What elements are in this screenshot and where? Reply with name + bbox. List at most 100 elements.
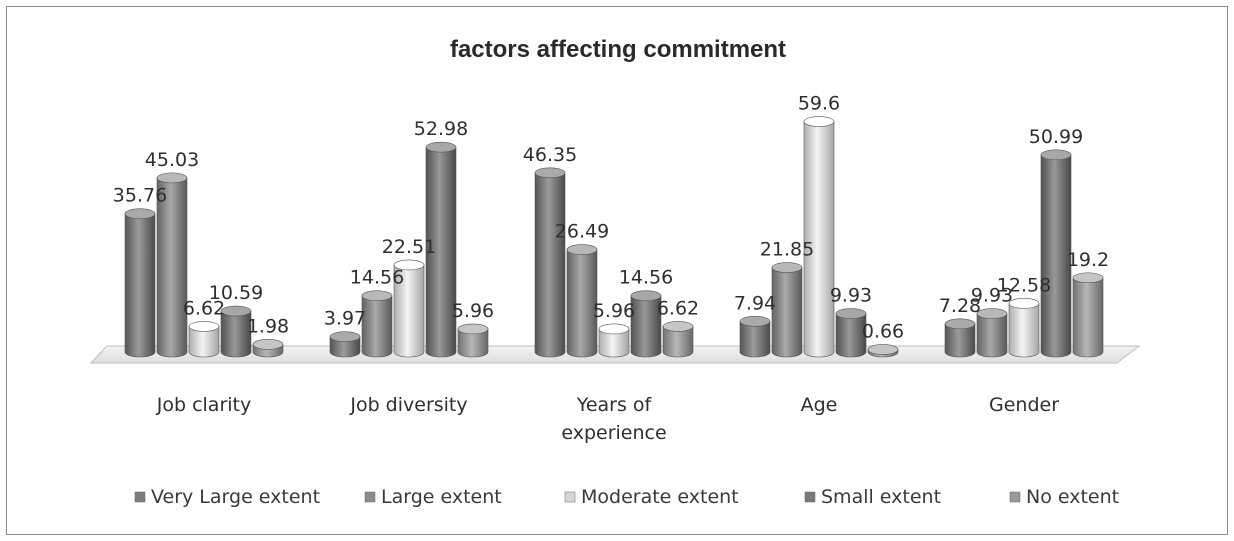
legend-item: Moderate extent — [564, 486, 739, 508]
bar-body — [220, 310, 252, 358]
data-label: 35.76 — [113, 185, 167, 207]
bar-body — [944, 323, 976, 358]
legend-swatch — [134, 491, 146, 503]
bar — [835, 308, 867, 358]
bar-top — [630, 290, 662, 302]
bar-top — [329, 331, 361, 342]
bar-top — [976, 308, 1008, 319]
data-label: 12.58 — [997, 274, 1051, 296]
bar — [976, 308, 1008, 358]
bar-top — [771, 262, 803, 273]
bar — [1040, 149, 1072, 358]
category-label: experience — [561, 422, 666, 444]
bar-body — [976, 313, 1008, 358]
legend-item: Very Large extent — [134, 486, 320, 508]
legend-label: No extent — [1026, 486, 1119, 508]
data-label: 22.51 — [382, 236, 436, 258]
bar — [630, 290, 662, 358]
legend-item: Small extent — [804, 486, 941, 508]
data-label: 5.96 — [593, 300, 635, 322]
bar-body — [534, 172, 566, 358]
bar — [1072, 272, 1104, 358]
data-label: 7.94 — [734, 292, 776, 314]
bar — [944, 318, 976, 358]
bar-top — [739, 315, 771, 327]
chart-title: factors affecting commitment — [450, 36, 786, 63]
bar — [1008, 298, 1040, 358]
bar-top — [1072, 272, 1104, 284]
bar — [156, 172, 188, 358]
bar-body — [771, 267, 803, 358]
data-label: 3.97 — [324, 308, 366, 330]
bar-top — [566, 244, 598, 255]
bar — [598, 323, 630, 358]
data-label: 50.99 — [1029, 126, 1083, 148]
bar-body — [630, 295, 662, 358]
legend-swatch — [1009, 491, 1021, 503]
data-label: 9.93 — [830, 285, 872, 307]
bar-top — [534, 167, 566, 179]
bar — [220, 305, 252, 358]
bar-body — [393, 264, 425, 358]
bar — [393, 259, 425, 358]
legend-swatch — [564, 491, 576, 503]
bar — [252, 339, 284, 358]
category-label: Job diversity — [349, 394, 467, 416]
bar-top — [124, 208, 156, 220]
bar-body — [598, 328, 630, 358]
category-label: Gender — [989, 394, 1059, 416]
bar-top — [662, 321, 694, 332]
bar-top — [944, 318, 976, 330]
bar — [566, 244, 598, 358]
bar-top — [361, 290, 393, 302]
data-label: 1.98 — [247, 315, 289, 337]
data-label: 14.56 — [350, 267, 404, 289]
bar-top — [252, 339, 284, 350]
bar — [534, 167, 566, 358]
bar-top — [835, 308, 867, 319]
bar-top — [803, 116, 835, 127]
bar — [124, 208, 156, 358]
category-labels-layer: Job clarity Job diversity Years of experien… — [156, 394, 1059, 444]
data-label: 6.62 — [183, 297, 225, 319]
bars-layer — [124, 116, 1104, 358]
bar-body — [124, 213, 156, 358]
bar-top — [1008, 298, 1040, 309]
bar — [188, 321, 220, 358]
data-label: 10.59 — [209, 282, 263, 304]
data-label: 59.6 — [798, 93, 840, 115]
bar-body — [566, 249, 598, 358]
bar-top — [393, 259, 425, 271]
bar-top — [867, 344, 899, 355]
category-label: Years of — [576, 394, 653, 416]
bar-body — [662, 326, 694, 358]
bar-body — [188, 326, 220, 358]
bar-body — [361, 295, 393, 358]
data-label: 5.96 — [452, 300, 494, 322]
legend-label: Small extent — [821, 486, 941, 508]
legend-swatch — [364, 491, 376, 503]
bar-body — [457, 328, 489, 358]
data-label: 45.03 — [145, 149, 199, 171]
bar — [425, 141, 457, 358]
bar-body — [156, 177, 188, 358]
bar — [867, 344, 899, 358]
bar-body — [1072, 277, 1104, 358]
category-label: Age — [801, 394, 838, 416]
data-label: 26.49 — [555, 221, 609, 243]
legend-item: Large extent — [364, 486, 502, 508]
data-label: 0.66 — [862, 320, 904, 342]
data-label: 9.93 — [971, 285, 1013, 307]
legend-swatch — [804, 491, 816, 503]
bar-top — [188, 321, 220, 332]
bar-body — [803, 121, 835, 358]
bar-body — [835, 313, 867, 358]
bar — [803, 116, 835, 358]
bar-body — [739, 320, 771, 358]
bar — [771, 262, 803, 358]
data-label: 14.56 — [619, 267, 673, 289]
category-label: Job clarity — [156, 394, 251, 416]
bar — [329, 331, 361, 358]
legend-label: Large extent — [381, 486, 502, 508]
